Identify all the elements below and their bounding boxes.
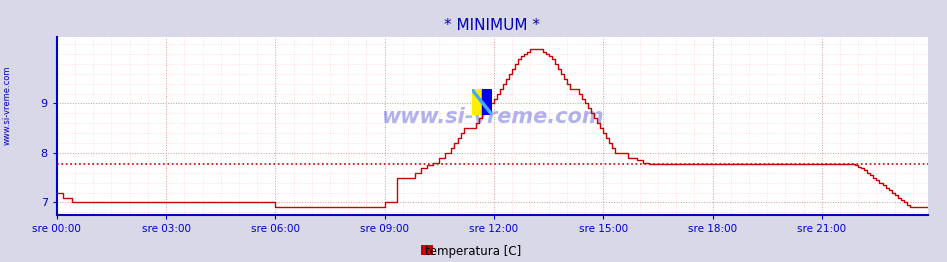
Text: www.si-vreme.com: www.si-vreme.com [381, 107, 604, 127]
Bar [482, 89, 492, 115]
Text: www.si-vreme.com: www.si-vreme.com [3, 65, 12, 145]
Text: temperatura [C]: temperatura [C] [425, 245, 522, 258]
Bar [472, 89, 482, 115]
Title: * MINIMUM *: * MINIMUM * [444, 18, 541, 33]
